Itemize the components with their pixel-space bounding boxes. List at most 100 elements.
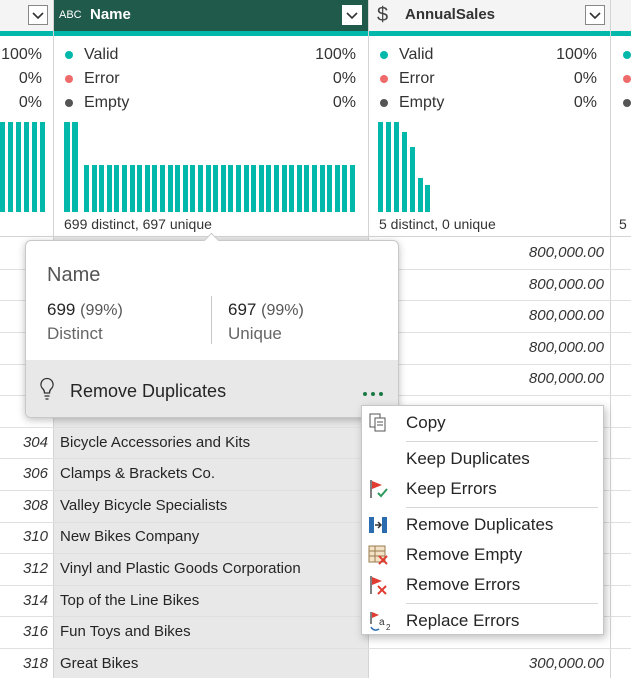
lightbulb-icon-glyph xyxy=(40,377,54,400)
sales-cell: 800,000.00 xyxy=(528,338,604,356)
histogram-bar xyxy=(16,122,21,212)
sales-cell: 800,000.00 xyxy=(528,307,604,325)
menu-item-label: Copy xyxy=(406,413,446,432)
quality-label: Error xyxy=(84,70,120,87)
menu-item-icon xyxy=(368,544,390,566)
histogram-bar xyxy=(266,165,271,212)
row-border xyxy=(0,427,631,428)
column-dropdown xyxy=(585,5,605,25)
name-cell: New Bikes Company xyxy=(60,528,200,546)
histogram-bar xyxy=(137,165,142,212)
tooltip-title: Name xyxy=(47,264,101,286)
name-cell: Fun Toys and Bikes xyxy=(60,623,191,641)
row-border xyxy=(0,553,631,554)
more-options-button[interactable] xyxy=(362,386,384,396)
stat-count: 697 xyxy=(228,300,257,319)
quality-dot xyxy=(65,99,73,107)
histogram-bar xyxy=(221,165,226,212)
stat-value: 699 (99%) xyxy=(47,300,123,321)
row-border xyxy=(0,585,631,586)
name-cell: Clamps & Brackets Co. xyxy=(60,465,216,483)
menu-item[interactable]: Copy xyxy=(362,408,603,438)
menu-item[interactable]: a 2 Replace Errors xyxy=(362,606,603,636)
menu-item[interactable]: Remove Empty xyxy=(362,540,603,570)
context-menu: Copy Keep Duplicates Keep Errors Remove Dup… xyxy=(361,405,604,635)
lightbulb-icon xyxy=(39,377,55,401)
quality-percent: 0% xyxy=(18,70,42,87)
histogram-bar xyxy=(206,165,211,212)
stat-percent: (99%) xyxy=(261,302,304,319)
column-type-icon: $ xyxy=(377,4,389,26)
stat-label: Distinct xyxy=(47,324,103,343)
histogram-bar xyxy=(84,165,89,212)
histogram-bar xyxy=(312,165,317,212)
histogram-bar xyxy=(198,165,203,212)
histogram-bar xyxy=(350,165,355,212)
menu-item[interactable]: Keep Errors xyxy=(362,474,603,504)
quality-dot xyxy=(65,51,73,59)
menu-item[interactable]: Keep Duplicates xyxy=(362,444,603,474)
quality-percent: 0% xyxy=(18,94,42,111)
histogram-bar xyxy=(402,132,407,212)
quality-label: Error xyxy=(399,70,435,87)
histogram-bar xyxy=(175,165,180,212)
row-number: 314 xyxy=(22,591,48,609)
svg-text:a: a xyxy=(379,617,385,628)
sales-cell: 800,000.00 xyxy=(528,275,604,293)
histogram-bar xyxy=(64,122,70,212)
menu-item-icon xyxy=(368,478,390,500)
column-dropdown-glyph xyxy=(28,5,48,25)
histogram-bar xyxy=(160,165,165,212)
menu-separator xyxy=(406,507,598,508)
sales-cell: 800,000.00 xyxy=(528,370,604,388)
menu-item-icon xyxy=(368,574,390,596)
menu-item-label: Replace Errors xyxy=(406,611,520,630)
more-options-button-glyph xyxy=(363,392,383,396)
svg-text:2: 2 xyxy=(386,623,390,632)
sales-cell: 800,000.00 xyxy=(528,244,604,261)
menu-item-icon-glyph xyxy=(369,517,387,533)
row-number: 304 xyxy=(22,433,48,451)
histogram-bar xyxy=(327,165,332,212)
quality-percent: 100% xyxy=(556,46,597,63)
row-border xyxy=(0,458,631,459)
stat-value: 697 (99%) xyxy=(228,300,304,321)
name-cell: Valley Bicycle Specialists xyxy=(60,496,228,514)
quality-dot xyxy=(380,75,388,83)
profile-border xyxy=(0,236,631,237)
menu-item-label: Remove Empty xyxy=(406,545,523,564)
histogram-bar xyxy=(236,165,241,212)
column-border xyxy=(610,0,611,678)
histogram-bar xyxy=(320,165,325,212)
quality-label: Empty xyxy=(84,94,130,111)
histogram-bar xyxy=(168,165,173,212)
stat-percent: (99%) xyxy=(80,302,123,319)
menu-item-label: Remove Duplicates xyxy=(406,515,554,534)
histogram-bar xyxy=(394,122,399,212)
quality-label: Valid xyxy=(84,46,119,63)
histogram-bar xyxy=(418,178,423,212)
histogram-bar xyxy=(228,165,233,212)
histogram-bar xyxy=(274,165,279,212)
menu-item-icon-glyph xyxy=(368,545,388,565)
histogram-bar xyxy=(32,122,37,212)
menu-item[interactable]: Remove Duplicates xyxy=(362,510,603,540)
quality-dot xyxy=(623,51,631,59)
quality-dot xyxy=(623,99,631,107)
quality-percent: 0% xyxy=(332,70,356,87)
sales-cell: 300,000.00 xyxy=(528,654,604,672)
name-cell: Vinyl and Plastic Goods Corporation xyxy=(60,560,301,577)
name-header-bg xyxy=(54,0,368,31)
menu-item-icon xyxy=(368,514,390,536)
histogram-bar xyxy=(0,122,5,212)
tooltip-action-bar: Remove Duplicates xyxy=(26,360,398,417)
column-summary: 5 xyxy=(619,216,627,232)
row-border xyxy=(0,522,631,523)
name-cell: Top of the Line Bikes xyxy=(60,591,200,609)
column-summary: 5 distinct, 0 unique xyxy=(379,216,496,232)
quality-percent: 100% xyxy=(1,46,42,63)
histogram-bar xyxy=(114,165,119,212)
menu-item-label: Remove Errors xyxy=(406,575,521,594)
menu-item[interactable]: Remove Errors xyxy=(362,570,603,600)
histogram-bar xyxy=(145,165,150,212)
